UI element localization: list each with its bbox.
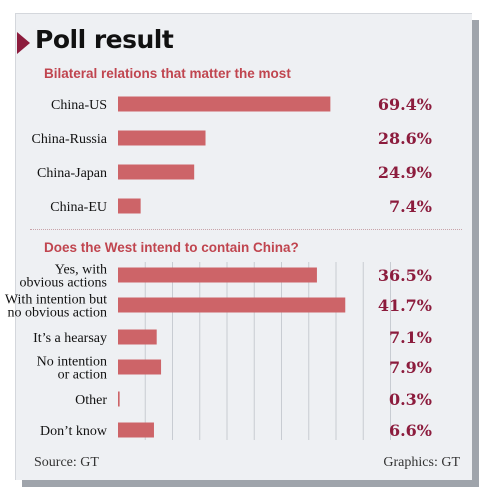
source-note: Source: GT xyxy=(34,455,99,470)
chart-2-category-label: It’s a hearsay xyxy=(33,331,107,346)
chart-2-value-label: 41.7% xyxy=(378,296,432,315)
poll-card xyxy=(15,13,472,480)
chart-2-category-label: With intention but xyxy=(5,293,107,308)
chart-1-category-label: China-US xyxy=(51,98,107,113)
chart-2-category-label: no obvious action xyxy=(7,306,107,321)
chart-2-category-label: Yes, with xyxy=(55,263,107,278)
chart-2-category-label: No intention xyxy=(37,355,107,370)
chart-2-value-label: 7.1% xyxy=(389,328,432,347)
chart-1-value-label: 69.4% xyxy=(378,95,432,114)
chart-1-title: Bilateral relations that matter the most xyxy=(44,66,291,81)
chart-2-bar xyxy=(118,359,162,375)
chart-2-title: Does the West intend to contain China? xyxy=(44,240,299,255)
chart-2-value-label: 0.3% xyxy=(389,390,432,409)
chart-2-category-label: obvious actions xyxy=(20,276,108,291)
chart-2-category-label: or action xyxy=(58,368,107,383)
chart-1-value-label: 24.9% xyxy=(378,163,432,182)
chart-1-value-label: 7.4% xyxy=(389,197,432,216)
chart-2-category-label: Don’t know xyxy=(40,424,108,439)
chart-2-bar xyxy=(118,329,157,345)
title-arrow-icon xyxy=(17,32,30,54)
chart-1-category-label: China-Russia xyxy=(32,132,108,147)
graphics-credit: Graphics: GT xyxy=(383,455,460,470)
chart-1-bar xyxy=(118,96,331,112)
chart-2-value-label: 7.9% xyxy=(389,358,432,377)
chart-1-bar xyxy=(118,198,141,214)
chart-1-category-label: China-Japan xyxy=(37,166,107,181)
chart-1-bar xyxy=(118,164,195,180)
chart-2-bar xyxy=(118,391,120,407)
page-title: Poll result xyxy=(35,25,174,54)
chart-2-bar xyxy=(118,422,154,438)
chart-1-value-label: 28.6% xyxy=(378,129,432,148)
chart-2-bar xyxy=(118,297,346,313)
chart-2-category-label: Other xyxy=(75,393,107,408)
chart-2-value-label: 36.5% xyxy=(378,266,432,285)
chart-1-category-label: China-EU xyxy=(50,200,107,215)
chart-1-bar xyxy=(118,130,206,146)
chart-2-bar xyxy=(118,267,317,283)
chart-2-value-label: 6.6% xyxy=(389,421,432,440)
section-divider xyxy=(30,229,462,230)
